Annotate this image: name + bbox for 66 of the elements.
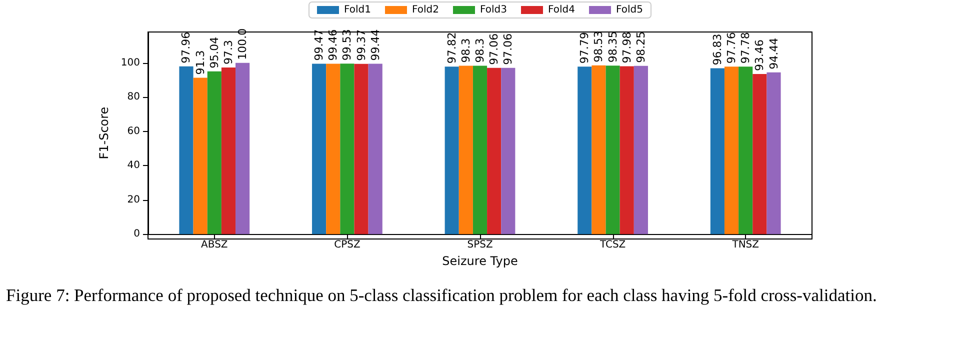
bar (221, 67, 236, 234)
bar (312, 64, 326, 234)
data-label: 97.06 (502, 33, 515, 65)
bar (710, 68, 724, 234)
data-label: 97.3 (222, 40, 235, 64)
data-label: 97.76 (725, 32, 738, 64)
data-label: 95.04 (208, 36, 221, 68)
y-axis-title: F1-Score (97, 106, 112, 160)
bar (207, 71, 222, 234)
bar (368, 64, 382, 234)
data-label: 98.53 (592, 30, 606, 62)
bar (472, 66, 488, 234)
bar (326, 64, 340, 234)
bar (458, 66, 473, 234)
bar (487, 68, 502, 234)
x-axis-title: Seizure Type (442, 254, 518, 268)
bar (766, 72, 781, 234)
x-tick-label: ABSZ (201, 240, 228, 251)
y-tick-label: 40 (127, 160, 140, 172)
data-label: 97.06 (488, 33, 501, 65)
bar (724, 66, 739, 234)
data-label: 97.96 (180, 32, 193, 64)
bar (236, 62, 250, 234)
data-label: 97.82 (445, 32, 458, 64)
bar (501, 68, 516, 234)
data-label: 98.25 (634, 31, 648, 63)
data-label: 98.3 (459, 38, 472, 63)
bar (193, 78, 208, 234)
data-label: 94.44 (767, 38, 780, 70)
data-label: 99.46 (326, 29, 340, 61)
data-label: 98.3 (474, 38, 486, 63)
legend-label: Fold4 (548, 4, 576, 16)
y-tick-label: 80 (127, 92, 140, 103)
y-tick-label: 20 (127, 194, 140, 206)
y-tick-label: 60 (127, 126, 140, 137)
bar (738, 66, 753, 234)
data-label: 97.78 (739, 32, 752, 64)
data-label: 97.79 (578, 32, 592, 64)
legend-label: Fold5 (616, 4, 644, 16)
bar (634, 66, 648, 234)
legend-label: Fold3 (480, 4, 508, 16)
bar (752, 74, 767, 234)
bar (179, 66, 194, 234)
data-label: 99.53 (340, 29, 354, 61)
bar (578, 66, 592, 234)
bar (606, 66, 620, 234)
bar (620, 66, 634, 234)
bar (354, 64, 368, 234)
x-tick-label: CPSZ (334, 240, 360, 251)
bar (340, 64, 354, 234)
data-label: 96.83 (710, 34, 724, 66)
data-label: 93.46 (753, 40, 766, 72)
y-tick-label: 100 (120, 57, 140, 68)
x-tick-label: SPSZ (467, 240, 493, 251)
x-tick-label: TNSZ (731, 240, 760, 251)
caption: Figure 7: Performance of proposed technique on 5-class classification problem for each class having 5-fold cross-validation. (6, 284, 878, 306)
legend-label: Fold2 (412, 4, 440, 16)
y-tick-label: 0 (134, 228, 140, 240)
legend-label: Fold1 (344, 4, 372, 16)
data-label: 91.3 (194, 50, 207, 75)
x-tick-label: TCSZ (598, 240, 626, 251)
data-label: 98.35 (606, 31, 620, 63)
bar (592, 65, 606, 234)
bar (444, 66, 459, 234)
data-label: 100.0 (236, 28, 250, 60)
data-label: 97.98 (620, 32, 634, 64)
